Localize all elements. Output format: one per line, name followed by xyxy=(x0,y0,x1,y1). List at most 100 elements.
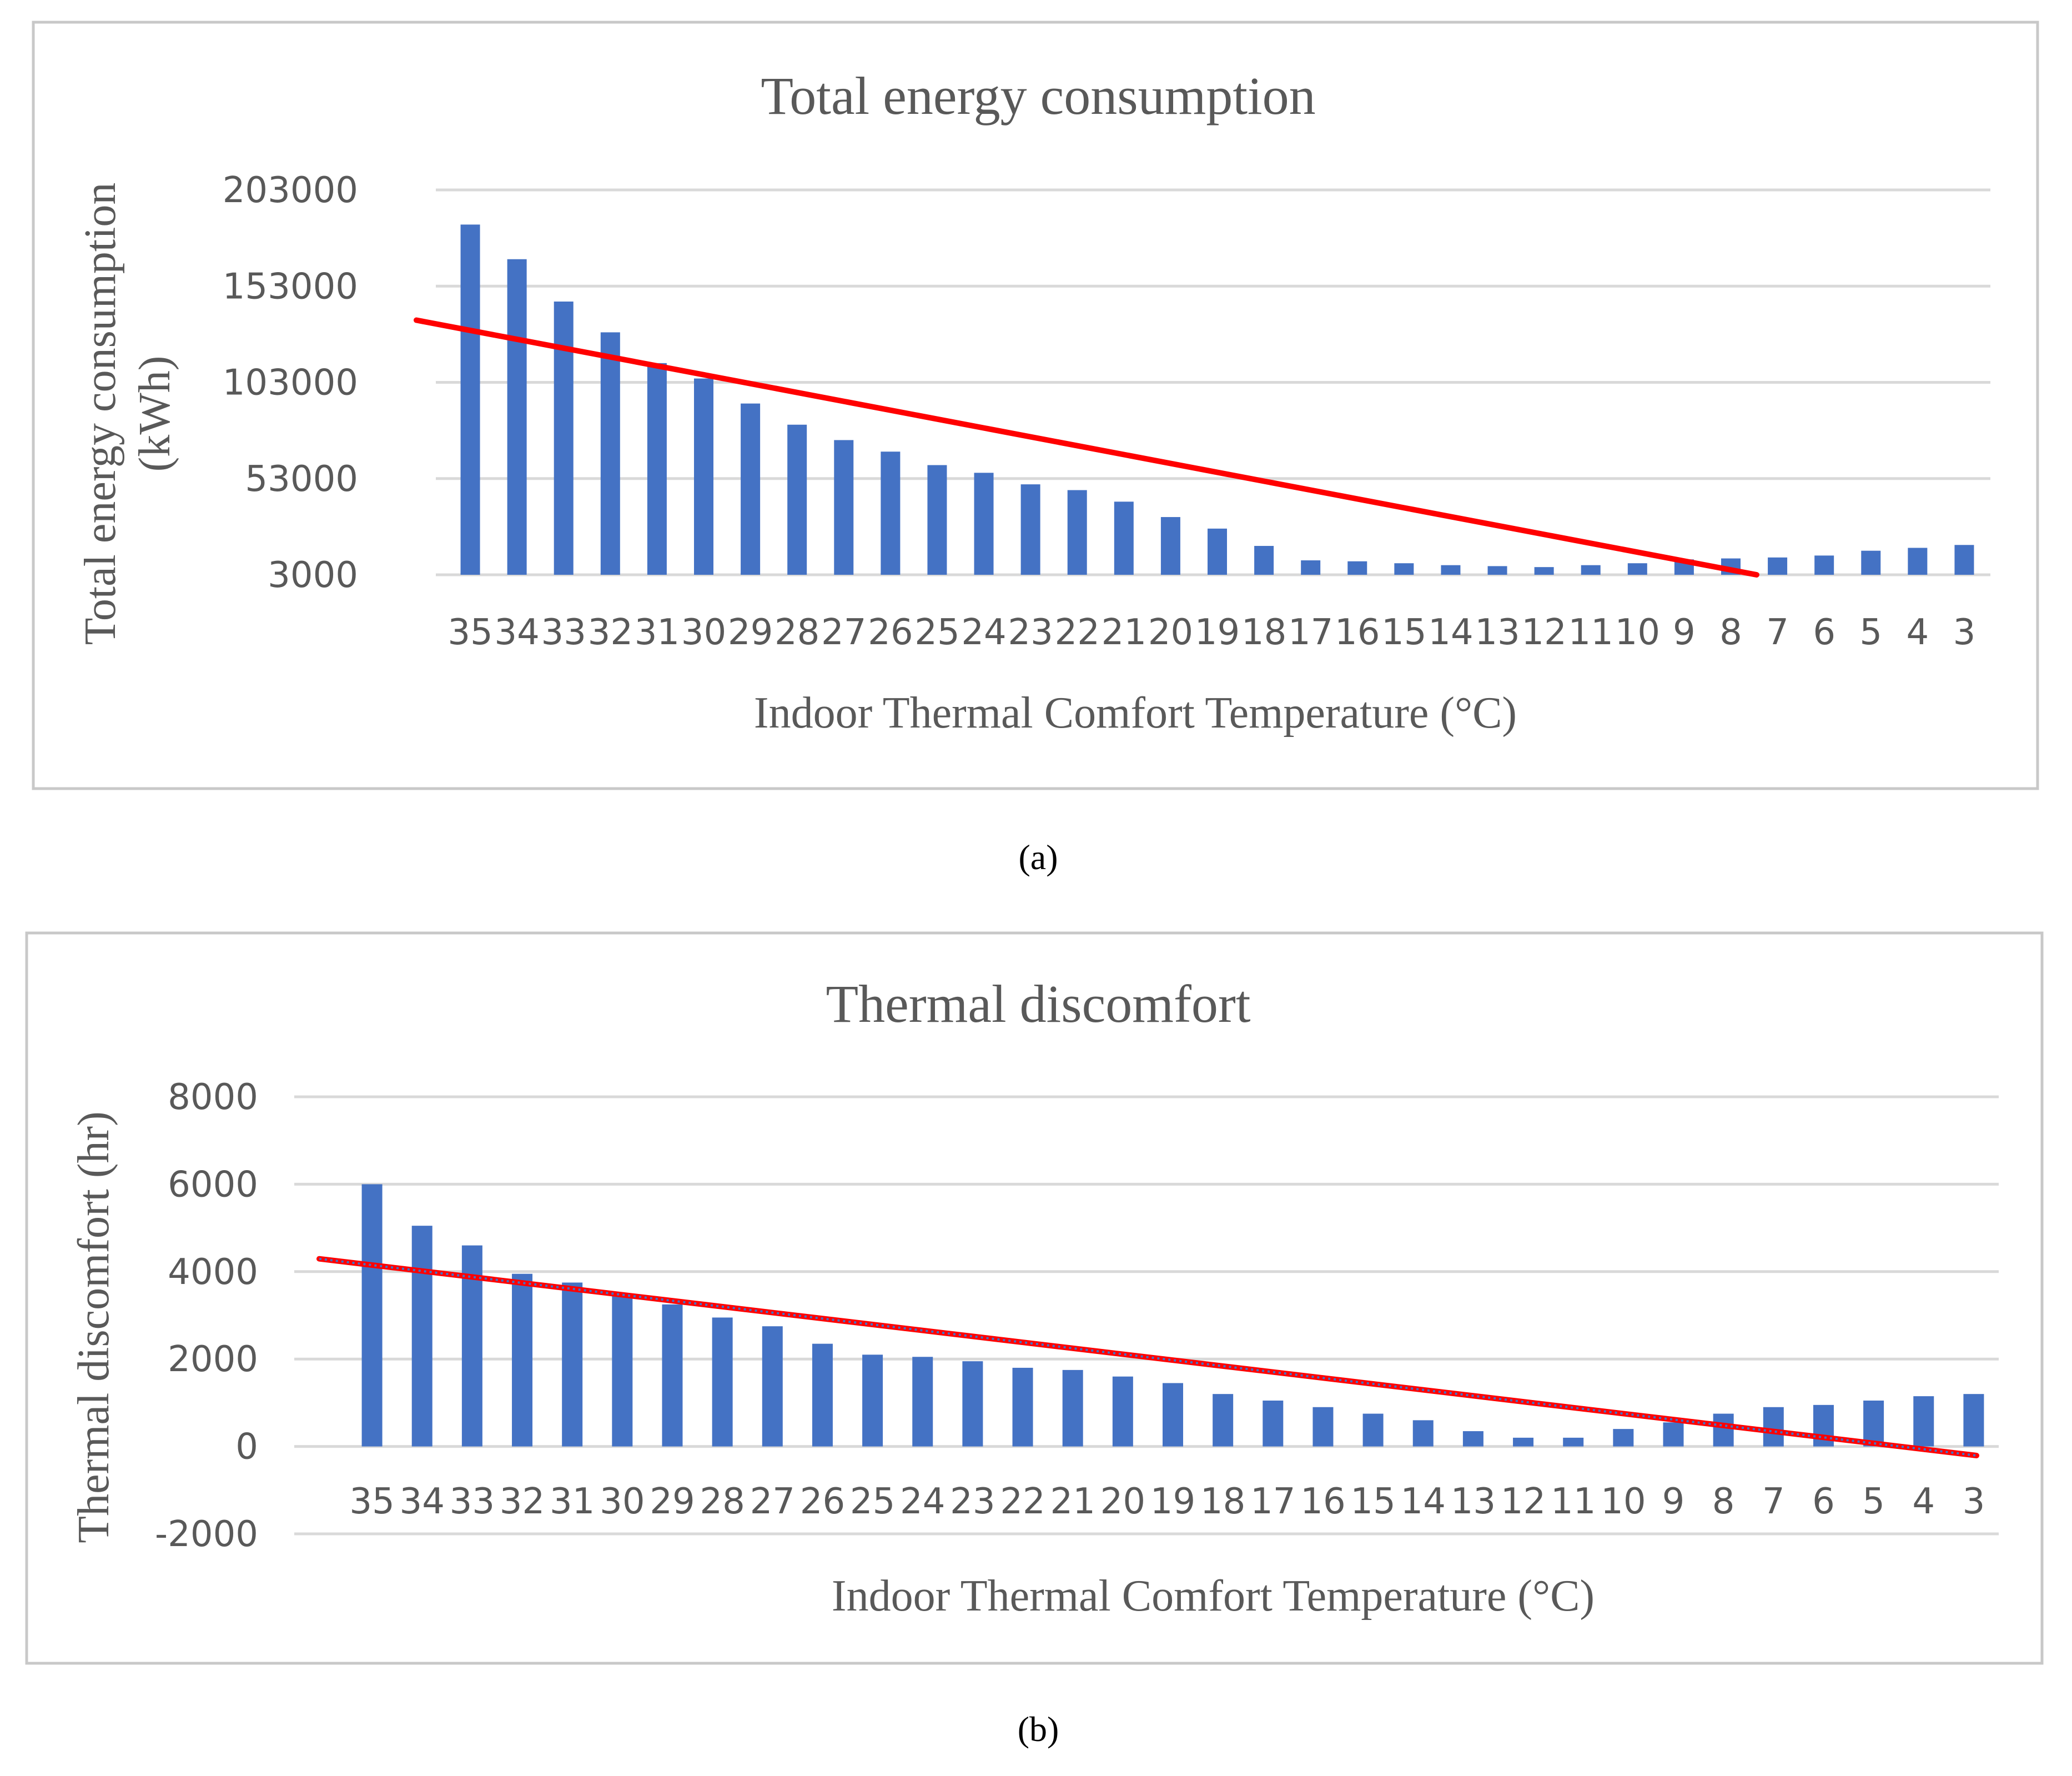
bar xyxy=(1114,501,1134,575)
bar xyxy=(562,1282,583,1447)
y-tick-label: 153000 xyxy=(223,266,358,307)
bar xyxy=(1347,561,1367,575)
x-tick-label: 24 xyxy=(961,612,1006,653)
bar xyxy=(1913,1396,1934,1447)
x-tick-label: 34 xyxy=(494,612,539,653)
y-tick-label: 0 xyxy=(235,1427,258,1468)
x-tick-label: 8 xyxy=(1719,612,1742,653)
y-tick-label: 8000 xyxy=(168,1077,258,1118)
x-tick-label: 13 xyxy=(1451,1481,1496,1522)
bar xyxy=(1627,563,1647,575)
bar xyxy=(1263,1400,1284,1447)
bar xyxy=(962,1361,983,1447)
chart-b-title: Thermal discomfort xyxy=(826,974,1250,1034)
x-tick-label: 34 xyxy=(400,1481,445,1522)
bar xyxy=(712,1317,733,1447)
x-tick-label: 25 xyxy=(850,1481,895,1522)
bar xyxy=(1487,566,1507,575)
bar xyxy=(1581,565,1601,575)
x-tick-label: 35 xyxy=(349,1481,394,1522)
x-tick-label: 28 xyxy=(775,612,819,653)
x-tick-label: 20 xyxy=(1100,1481,1145,1522)
x-tick-label: 29 xyxy=(650,1481,695,1522)
x-tick-label: 35 xyxy=(447,612,492,653)
chart-b-y-tick-labels: -2000 0 2000 4000 6000 8000 xyxy=(155,1077,258,1555)
bar xyxy=(1534,567,1554,575)
chart-a-title: Total energy consumption xyxy=(761,66,1315,126)
x-tick-label: 12 xyxy=(1501,1481,1546,1522)
bar xyxy=(612,1296,633,1447)
bar xyxy=(600,332,620,575)
chart-b-x-axis-title: Indoor Thermal Comfort Temperature (°C) xyxy=(832,1572,1595,1621)
bar xyxy=(411,1226,432,1447)
x-tick-label: 4 xyxy=(1912,1481,1935,1522)
x-tick-label: 25 xyxy=(914,612,959,653)
bar xyxy=(927,465,947,575)
bar xyxy=(1814,555,1834,575)
x-tick-label: 31 xyxy=(635,612,680,653)
bar xyxy=(912,1357,933,1447)
x-tick-label: 23 xyxy=(950,1481,995,1522)
bar xyxy=(1863,1400,1884,1447)
bar xyxy=(787,424,807,575)
bar xyxy=(1462,1431,1483,1447)
bar xyxy=(741,403,761,575)
x-tick-label: 32 xyxy=(500,1481,545,1522)
x-tick-label: 6 xyxy=(1812,1481,1835,1522)
bar xyxy=(1160,517,1180,575)
bar xyxy=(1312,1407,1334,1447)
x-tick-label: 10 xyxy=(1615,612,1660,653)
x-tick-label: 19 xyxy=(1150,1481,1195,1522)
y-tick-label: 3000 xyxy=(268,555,358,596)
x-tick-label: 7 xyxy=(1766,612,1789,653)
x-tick-label: 23 xyxy=(1008,612,1053,653)
bar xyxy=(361,1184,383,1447)
x-tick-label: 20 xyxy=(1148,612,1193,653)
y-tick-label: 6000 xyxy=(168,1164,258,1205)
x-tick-label: 17 xyxy=(1250,1481,1295,1522)
x-tick-label: 33 xyxy=(450,1481,495,1522)
x-tick-label: 18 xyxy=(1200,1481,1245,1522)
bar xyxy=(1112,1376,1133,1447)
x-tick-label: 14 xyxy=(1401,1481,1446,1522)
x-tick-label: 21 xyxy=(1102,612,1146,653)
bar xyxy=(1563,1437,1584,1447)
bar xyxy=(1362,1413,1384,1447)
chart-a-y-axis-title-line1: Total energy consumption xyxy=(76,183,125,645)
bar xyxy=(1713,1413,1734,1447)
x-tick-label: 14 xyxy=(1428,612,1473,653)
x-tick-label: 30 xyxy=(600,1481,645,1522)
bar xyxy=(881,451,901,575)
y-tick-label: -2000 xyxy=(155,1514,258,1555)
bar xyxy=(1768,557,1788,575)
x-tick-label: 12 xyxy=(1521,612,1566,653)
bar xyxy=(1163,1383,1183,1447)
x-tick-label: 5 xyxy=(1862,1481,1885,1522)
chart-b-caption: (b) xyxy=(1018,1709,1059,1749)
y-tick-label: 103000 xyxy=(223,363,358,404)
x-tick-label: 15 xyxy=(1350,1481,1395,1522)
x-tick-label: 24 xyxy=(900,1481,945,1522)
y-tick-label: 53000 xyxy=(245,459,358,500)
chart-a-y-axis-title-line2: (kWh) xyxy=(130,356,179,472)
chart-a-trendline xyxy=(414,317,1759,578)
chart-a-frame xyxy=(32,21,2039,790)
chart-b-frame xyxy=(25,931,2044,1665)
x-tick-label: 27 xyxy=(821,612,866,653)
x-tick-label: 16 xyxy=(1300,1481,1345,1522)
x-tick-label: 8 xyxy=(1712,1481,1735,1522)
chart-b-bars xyxy=(361,1184,1984,1447)
chart-thermal-discomfort: Thermal discomfort -2000 0 2000 4000 6000 800… xyxy=(25,931,2044,1665)
trendline xyxy=(414,317,1759,578)
trendline-dotted xyxy=(319,1257,1977,1457)
bar xyxy=(554,301,574,575)
x-tick-label: 5 xyxy=(1859,612,1882,653)
chart-a-caption: (a) xyxy=(1018,837,1058,877)
x-tick-label: 26 xyxy=(800,1481,845,1522)
x-tick-label: 30 xyxy=(681,612,726,653)
x-tick-label: 26 xyxy=(868,612,913,653)
x-tick-label: 6 xyxy=(1813,612,1835,653)
bar xyxy=(1062,1369,1083,1447)
x-tick-label: 10 xyxy=(1601,1481,1646,1522)
